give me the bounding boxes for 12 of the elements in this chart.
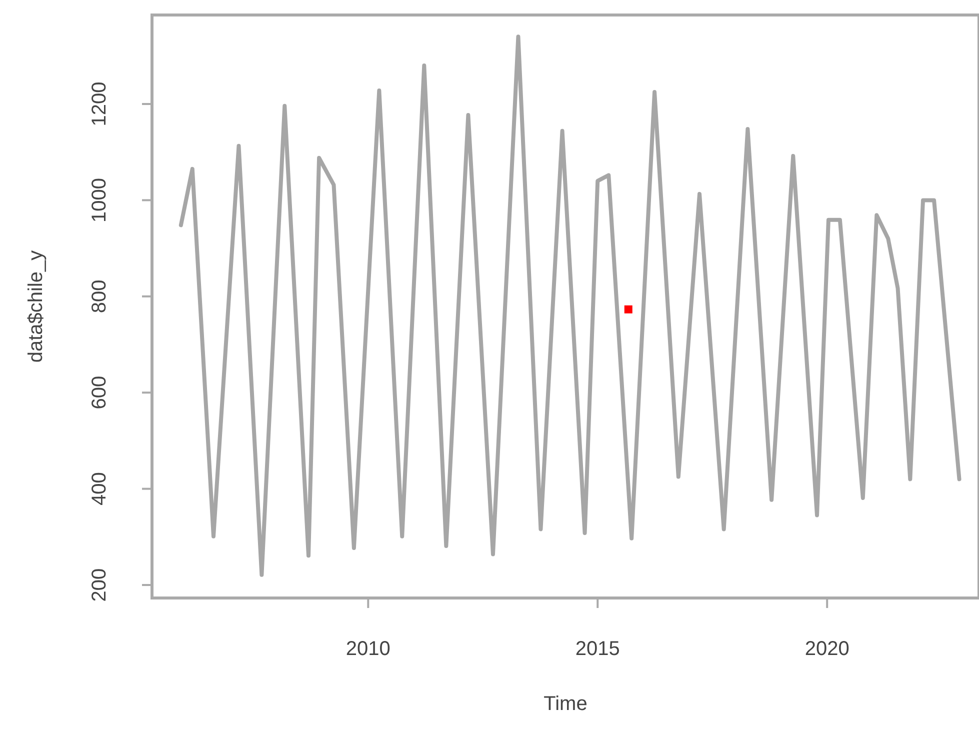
- y-tick-label: 200: [88, 568, 110, 602]
- x-tick-label: 2015: [575, 638, 620, 660]
- y-tick-label: 400: [88, 472, 110, 506]
- y-axis-title: data$chile_y: [25, 250, 47, 363]
- y-tick-label: 1200: [88, 82, 110, 126]
- x-tick-label: 2010: [346, 638, 390, 660]
- y-tick-label: 1000: [88, 178, 110, 222]
- x-tick-label: 2020: [804, 638, 850, 660]
- x-axis-title: Time: [544, 693, 588, 715]
- line-series: [178, 34, 962, 577]
- y-tick-label: 600: [88, 376, 110, 410]
- y-tick-label: 800: [88, 280, 110, 314]
